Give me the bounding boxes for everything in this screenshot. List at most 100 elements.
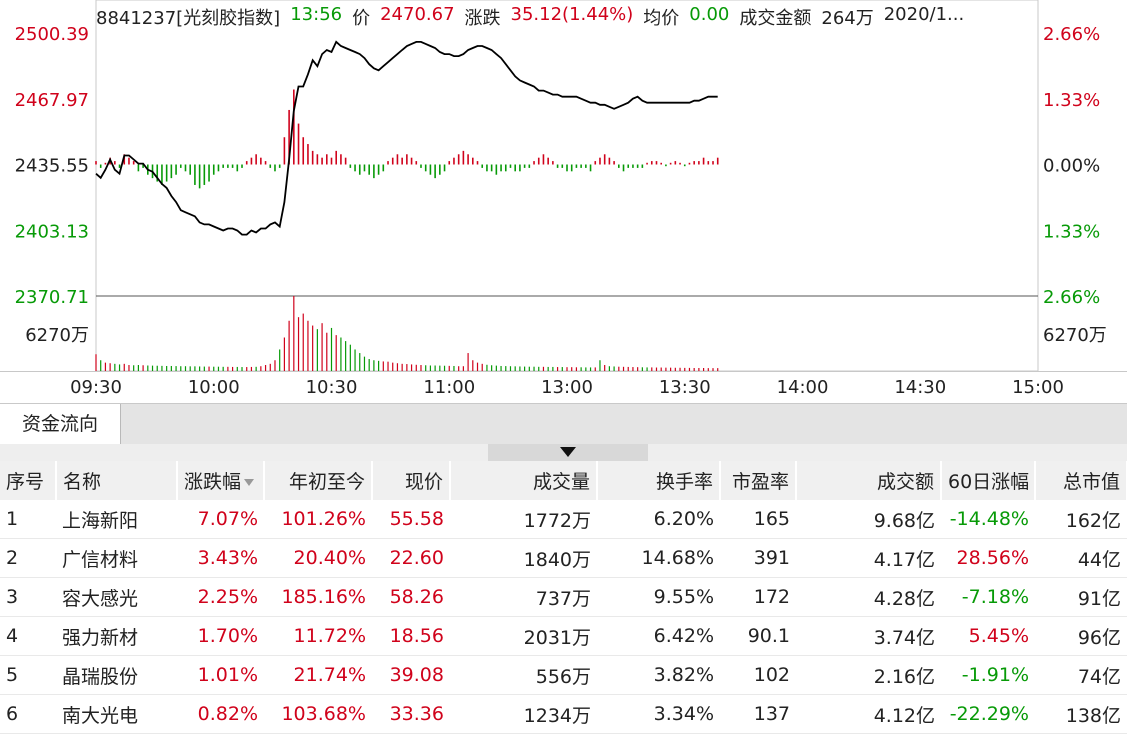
col-header-price[interactable]: 现价 (372, 461, 451, 500)
col-header-mcap[interactable]: 总市值 (1035, 461, 1127, 500)
cell-mcap: 162亿 (1035, 500, 1127, 539)
table-row[interactable]: 2 广信材料 3.43% 20.40% 22.60 1840万 14.68% 3… (0, 538, 1127, 578)
avg-value: 0.00 (689, 4, 730, 25)
cell-name[interactable]: 南大光电 (56, 694, 177, 734)
y-tick-right: 1.33% (1043, 221, 1100, 242)
cell-volume: 2031万 (450, 616, 597, 656)
cell-amount: 2.16亿 (796, 655, 941, 695)
y-tick-right: 2.66% (1043, 287, 1100, 308)
y-tick-left: 2435.55 (15, 156, 89, 177)
col-header-turnover[interactable]: 换手率 (597, 461, 721, 500)
cell-60d: -14.48% (941, 500, 1035, 539)
cell-60d: -22.29% (941, 694, 1035, 734)
change-value: 35.12(1.44%) (510, 4, 634, 25)
cell-turnover: 14.68% (597, 538, 720, 578)
col-header-index[interactable]: 序号 (0, 461, 57, 500)
x-tick: 10:30 (306, 377, 358, 398)
col-header-amount[interactable]: 成交额 (796, 461, 942, 500)
table-row[interactable]: 6 南大光电 0.82% 103.68% 33.36 1234万 3.34% 1… (0, 694, 1127, 734)
cell-turnover: 3.34% (597, 694, 720, 734)
cell-change-pct: 2.25% (177, 577, 264, 617)
cell-name[interactable]: 容大感光 (56, 577, 177, 617)
cell-index: 1 (0, 500, 56, 539)
cell-ytd: 21.74% (264, 655, 372, 695)
col-header-pe[interactable]: 市盈率 (720, 461, 797, 500)
collapse-panel-button[interactable] (488, 444, 648, 461)
cell-price: 22.60 (372, 538, 450, 578)
cell-pe: 137 (720, 694, 796, 734)
axis-labels: 2500.39 2467.97 2435.55 2403.13 2370.71 2.66%… (15, 24, 1107, 398)
change-label: 涨跌 (464, 8, 501, 29)
cell-amount: 3.74亿 (796, 616, 941, 656)
x-tick: 10:00 (188, 377, 240, 398)
col-header-volume[interactable]: 成交量 (450, 461, 598, 500)
table-row[interactable]: 4 强力新材 1.70% 11.72% 18.56 2031万 6.42% 90… (0, 616, 1127, 656)
cell-index: 5 (0, 655, 56, 695)
cell-turnover: 6.42% (597, 616, 720, 656)
cell-index: 4 (0, 616, 56, 656)
cell-change-pct: 7.07% (177, 500, 264, 539)
chart-grid (0, 0, 1127, 372)
col-header-ytd[interactable]: 年初至今 (264, 461, 373, 500)
volume-bars (95, 296, 719, 371)
table-header-row: 序号 名称 涨跌幅 年初至今 现价 成交量 换手率 市盈率 成交额 60日涨幅 … (0, 461, 1127, 500)
cell-change-pct: 1.70% (177, 616, 264, 656)
quote-time: 13:56 (290, 4, 343, 25)
cell-index: 6 (0, 694, 56, 734)
y-tick-right: 1.33% (1043, 90, 1100, 111)
cell-mcap: 138亿 (1035, 694, 1127, 734)
bottom-tab-bar: 资金流向 (0, 403, 1127, 445)
table-row[interactable]: 1 上海新阳 7.07% 101.26% 55.58 1772万 6.20% 1… (0, 500, 1127, 539)
index-code-name: 8841237[光刻胶指数] (96, 8, 281, 29)
cell-name[interactable]: 强力新材 (56, 616, 177, 656)
cell-change-pct: 0.82% (177, 694, 264, 734)
cell-60d: 5.45% (941, 616, 1035, 656)
cell-index: 3 (0, 577, 56, 617)
cell-name[interactable]: 晶瑞股份 (56, 655, 177, 695)
cell-60d: -7.18% (941, 577, 1035, 617)
x-tick: 14:30 (894, 377, 946, 398)
cell-name[interactable]: 广信材料 (56, 538, 177, 578)
cell-change-pct: 1.01% (177, 655, 264, 695)
cell-change-pct: 3.43% (177, 538, 264, 578)
x-tick: 15:00 (1012, 377, 1064, 398)
y-tick-left: 2370.71 (15, 287, 89, 308)
quote-date: 2020/1... (883, 4, 965, 25)
table-row[interactable]: 5 晶瑞股份 1.01% 21.74% 39.08 556万 3.82% 102… (0, 655, 1127, 695)
col-header-change-pct-label: 涨跌幅 (184, 471, 242, 493)
cell-volume: 1234万 (450, 694, 597, 734)
x-tick: 13:00 (541, 377, 593, 398)
cell-amount: 4.17亿 (796, 538, 941, 578)
cell-amount: 9.68亿 (796, 500, 941, 539)
table-row[interactable]: 3 容大感光 2.25% 185.16% 58.26 737万 9.55% 17… (0, 577, 1127, 617)
cell-pe: 391 (720, 538, 796, 578)
cell-price: 58.26 (372, 577, 450, 617)
y-tick-left: 2467.97 (15, 90, 89, 111)
triangle-down-icon (560, 447, 576, 457)
cell-60d: 28.56% (941, 538, 1035, 578)
col-header-name[interactable]: 名称 (56, 461, 178, 500)
cell-ytd: 11.72% (264, 616, 372, 656)
tab-fund-flow[interactable]: 资金流向 (0, 404, 121, 444)
volume-max-right: 6270万 (1043, 325, 1107, 346)
price-label: 价 (352, 8, 371, 29)
cell-index: 2 (0, 538, 56, 578)
price-line (95, 40, 718, 236)
cell-mcap: 96亿 (1035, 616, 1127, 656)
intraday-chart-area[interactable]: 2500.39 2467.97 2435.55 2403.13 2370.71 2.66%… (0, 0, 1127, 403)
cell-pe: 172 (720, 577, 796, 617)
panel-splitter[interactable] (0, 444, 1127, 461)
intraday-chart[interactable]: 2500.39 2467.97 2435.55 2403.13 2370.71 2.66%… (0, 0, 1127, 403)
cell-mcap: 91亿 (1035, 577, 1127, 617)
col-header-60d[interactable]: 60日涨幅 (941, 461, 1036, 500)
cell-name[interactable]: 上海新阳 (56, 500, 177, 539)
cell-ytd: 20.40% (264, 538, 372, 578)
cell-60d: -1.91% (941, 655, 1035, 695)
cell-ytd: 101.26% (264, 500, 372, 539)
sort-desc-icon (244, 479, 255, 486)
y-tick-left: 2500.39 (15, 24, 89, 45)
cell-price: 33.36 (372, 694, 450, 734)
cell-amount: 4.28亿 (796, 577, 941, 617)
col-header-change-pct[interactable]: 涨跌幅 (177, 461, 265, 500)
cell-turnover: 9.55% (597, 577, 720, 617)
